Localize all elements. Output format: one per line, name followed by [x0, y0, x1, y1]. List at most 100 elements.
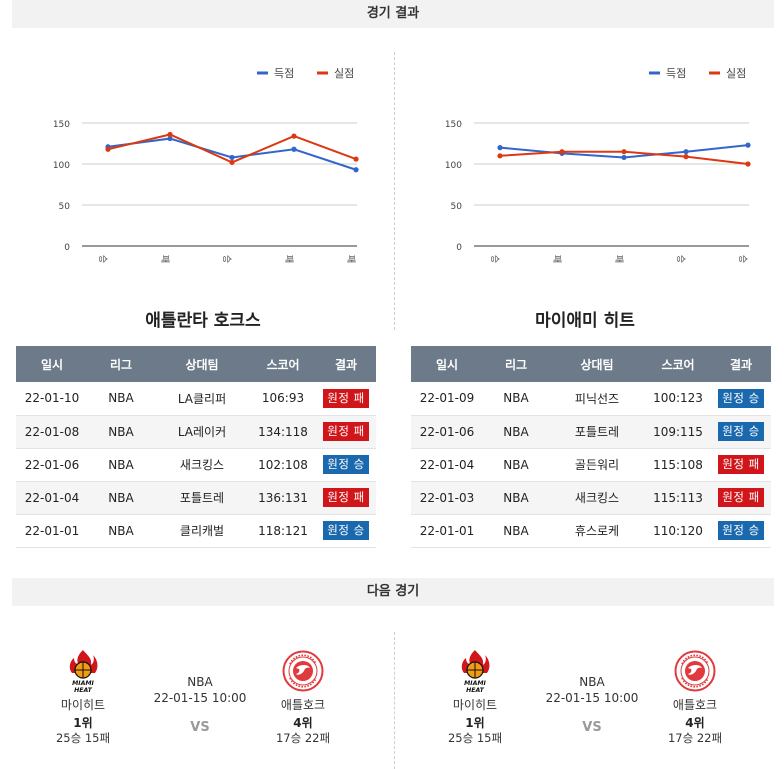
result-badge: 원정 승	[323, 455, 369, 474]
row-result: 원정 패	[316, 481, 376, 515]
chart-miami-svg: 득점 실점 0 50 100 150 승 패 패 승 승	[445, 67, 751, 263]
data-point-scored	[497, 145, 503, 151]
chart-miami: 득점 실점 0 50 100 150 승 패 패 승 승	[404, 50, 774, 290]
y-tick-label: 0	[456, 243, 462, 253]
home-team-record: 25승 15패	[447, 731, 503, 745]
x-tick-label: 패	[345, 255, 356, 263]
x-tick-label: 승	[97, 255, 108, 263]
x-tick-label: 패	[613, 255, 624, 263]
svg-text:HEAT: HEAT	[466, 687, 485, 694]
home-team-name: 마이히트	[452, 698, 498, 712]
home-team-name: 마이히트	[60, 698, 106, 712]
row-league: NBA	[88, 481, 154, 515]
legend-label: 득점	[274, 67, 294, 80]
home-team-rank: 1위	[73, 716, 93, 730]
svg-text:MIAMI: MIAMI	[464, 680, 486, 687]
x-tick-label: 패	[283, 255, 294, 263]
row-league: NBA	[88, 382, 154, 416]
chart-atlanta-svg: 득점 실점 0 50 100 150 승 패 승 패 패	[53, 67, 359, 263]
row-result: 원정 승	[316, 514, 376, 548]
row-result: 원정 승	[316, 448, 376, 482]
chart-legend: 득점 실점	[257, 67, 354, 80]
away-team-name: 애틀호크	[280, 698, 326, 712]
atlanta-hawks-logo-icon	[674, 650, 716, 692]
row-date: 22-01-10	[16, 382, 88, 416]
away-team: 애틀호크 4위 17승 22패	[650, 640, 740, 745]
data-point-scored	[167, 135, 173, 142]
row-score: 110:120	[645, 514, 711, 548]
result-badge: 원정 승	[718, 521, 764, 540]
data-point-allowed	[291, 133, 297, 139]
row-opponent: 피닉선즈	[549, 382, 645, 416]
away-team-name: 애틀호크	[672, 698, 718, 712]
data-point-allowed	[105, 146, 111, 152]
home-team: MIAMI HEAT 마이히트 1위 25승 15패	[38, 640, 128, 745]
row-date: 22-01-04	[411, 448, 483, 482]
game-league: NBA	[187, 675, 213, 689]
legend-label: 실점	[726, 67, 746, 80]
data-point-scored	[229, 154, 235, 161]
next-game-section-title: 다음 경기	[12, 578, 774, 606]
table-row: 22-01-09 NBA 피닉선즈 100:123 원정 승	[411, 382, 771, 416]
header-date: 일시	[16, 346, 88, 382]
data-point-allowed	[745, 161, 751, 167]
row-score: 106:93	[250, 382, 316, 416]
series-line-scored	[107, 137, 357, 171]
table-row: 22-01-01 NBA 휴스로케 110:120 원정 승	[411, 514, 771, 548]
next-game-divider	[394, 632, 395, 769]
header-score: 스코어	[645, 346, 711, 382]
data-point-allowed	[559, 149, 565, 155]
team-title-atlanta: 애틀란타 호크스	[145, 311, 261, 331]
row-result: 원정 승	[711, 382, 771, 416]
x-tick-label: 승	[675, 255, 686, 263]
legend-label: 득점	[666, 67, 686, 80]
row-score: 102:108	[250, 448, 316, 482]
row-league: NBA	[483, 514, 549, 548]
result-badge: 원정 패	[718, 488, 764, 507]
row-date: 22-01-06	[16, 448, 88, 482]
away-team-record: 17승 22패	[275, 731, 331, 745]
away-team: 애틀호크 4위 17승 22패	[258, 640, 348, 745]
away-team-rank: 4위	[685, 716, 705, 730]
result-badge: 원정 패	[323, 488, 369, 507]
result-badge: 원정 패	[718, 455, 764, 474]
row-league: NBA	[483, 415, 549, 449]
table-row: 22-01-08 NBA LA레이커 134:118 원정 패	[16, 415, 376, 449]
y-tick-label: 100	[445, 161, 462, 171]
svg-text:HEAT: HEAT	[74, 687, 93, 694]
results-table-miami: 일시 리그 상대팀 스코어 결과 22-01-09 NBA 피닉선즈 100:123 원…	[411, 346, 771, 548]
y-tick-label: 150	[53, 120, 70, 130]
home-team-record: 25승 15패	[55, 731, 111, 745]
row-league: NBA	[88, 448, 154, 482]
header-date: 일시	[411, 346, 483, 382]
row-result: 원정 패	[316, 382, 376, 416]
result-badge: 원정 승	[323, 521, 369, 540]
x-tick-label: 패	[551, 255, 562, 263]
data-point-scored	[745, 142, 751, 148]
next-game-card: MIAMI HEAT 마이히트 1위 25승 15패 NBA 22-01-15 1…	[0, 640, 372, 760]
row-league: NBA	[88, 415, 154, 449]
row-league: NBA	[483, 481, 549, 515]
results-section-title: 경기 결과	[12, 0, 774, 28]
away-team-rank: 4위	[293, 716, 313, 730]
svg-text:MIAMI: MIAMI	[72, 680, 94, 687]
table-row: 22-01-06 NBA 포틀트레 109:115 원정 승	[411, 415, 771, 449]
row-opponent: 새크킹스	[549, 481, 645, 515]
row-opponent: LA레이커	[154, 415, 250, 449]
row-date: 22-01-01	[411, 514, 483, 548]
home-team-rank: 1위	[465, 716, 485, 730]
header-league: 리그	[88, 346, 154, 382]
header-score: 스코어	[250, 346, 316, 382]
game-datetime: 22-01-15 10:00	[153, 691, 247, 705]
row-score: 118:121	[250, 514, 316, 548]
row-date: 22-01-08	[16, 415, 88, 449]
row-score: 134:118	[250, 415, 316, 449]
row-result: 원정 패	[316, 415, 376, 449]
result-badge: 원정 패	[323, 388, 369, 408]
table-row: 22-01-04 NBA 골든워리 115:108 원정 패	[411, 448, 771, 482]
row-result: 원정 패	[711, 448, 771, 482]
row-opponent: 포틀트레	[549, 415, 645, 449]
data-point-scored	[353, 167, 359, 173]
